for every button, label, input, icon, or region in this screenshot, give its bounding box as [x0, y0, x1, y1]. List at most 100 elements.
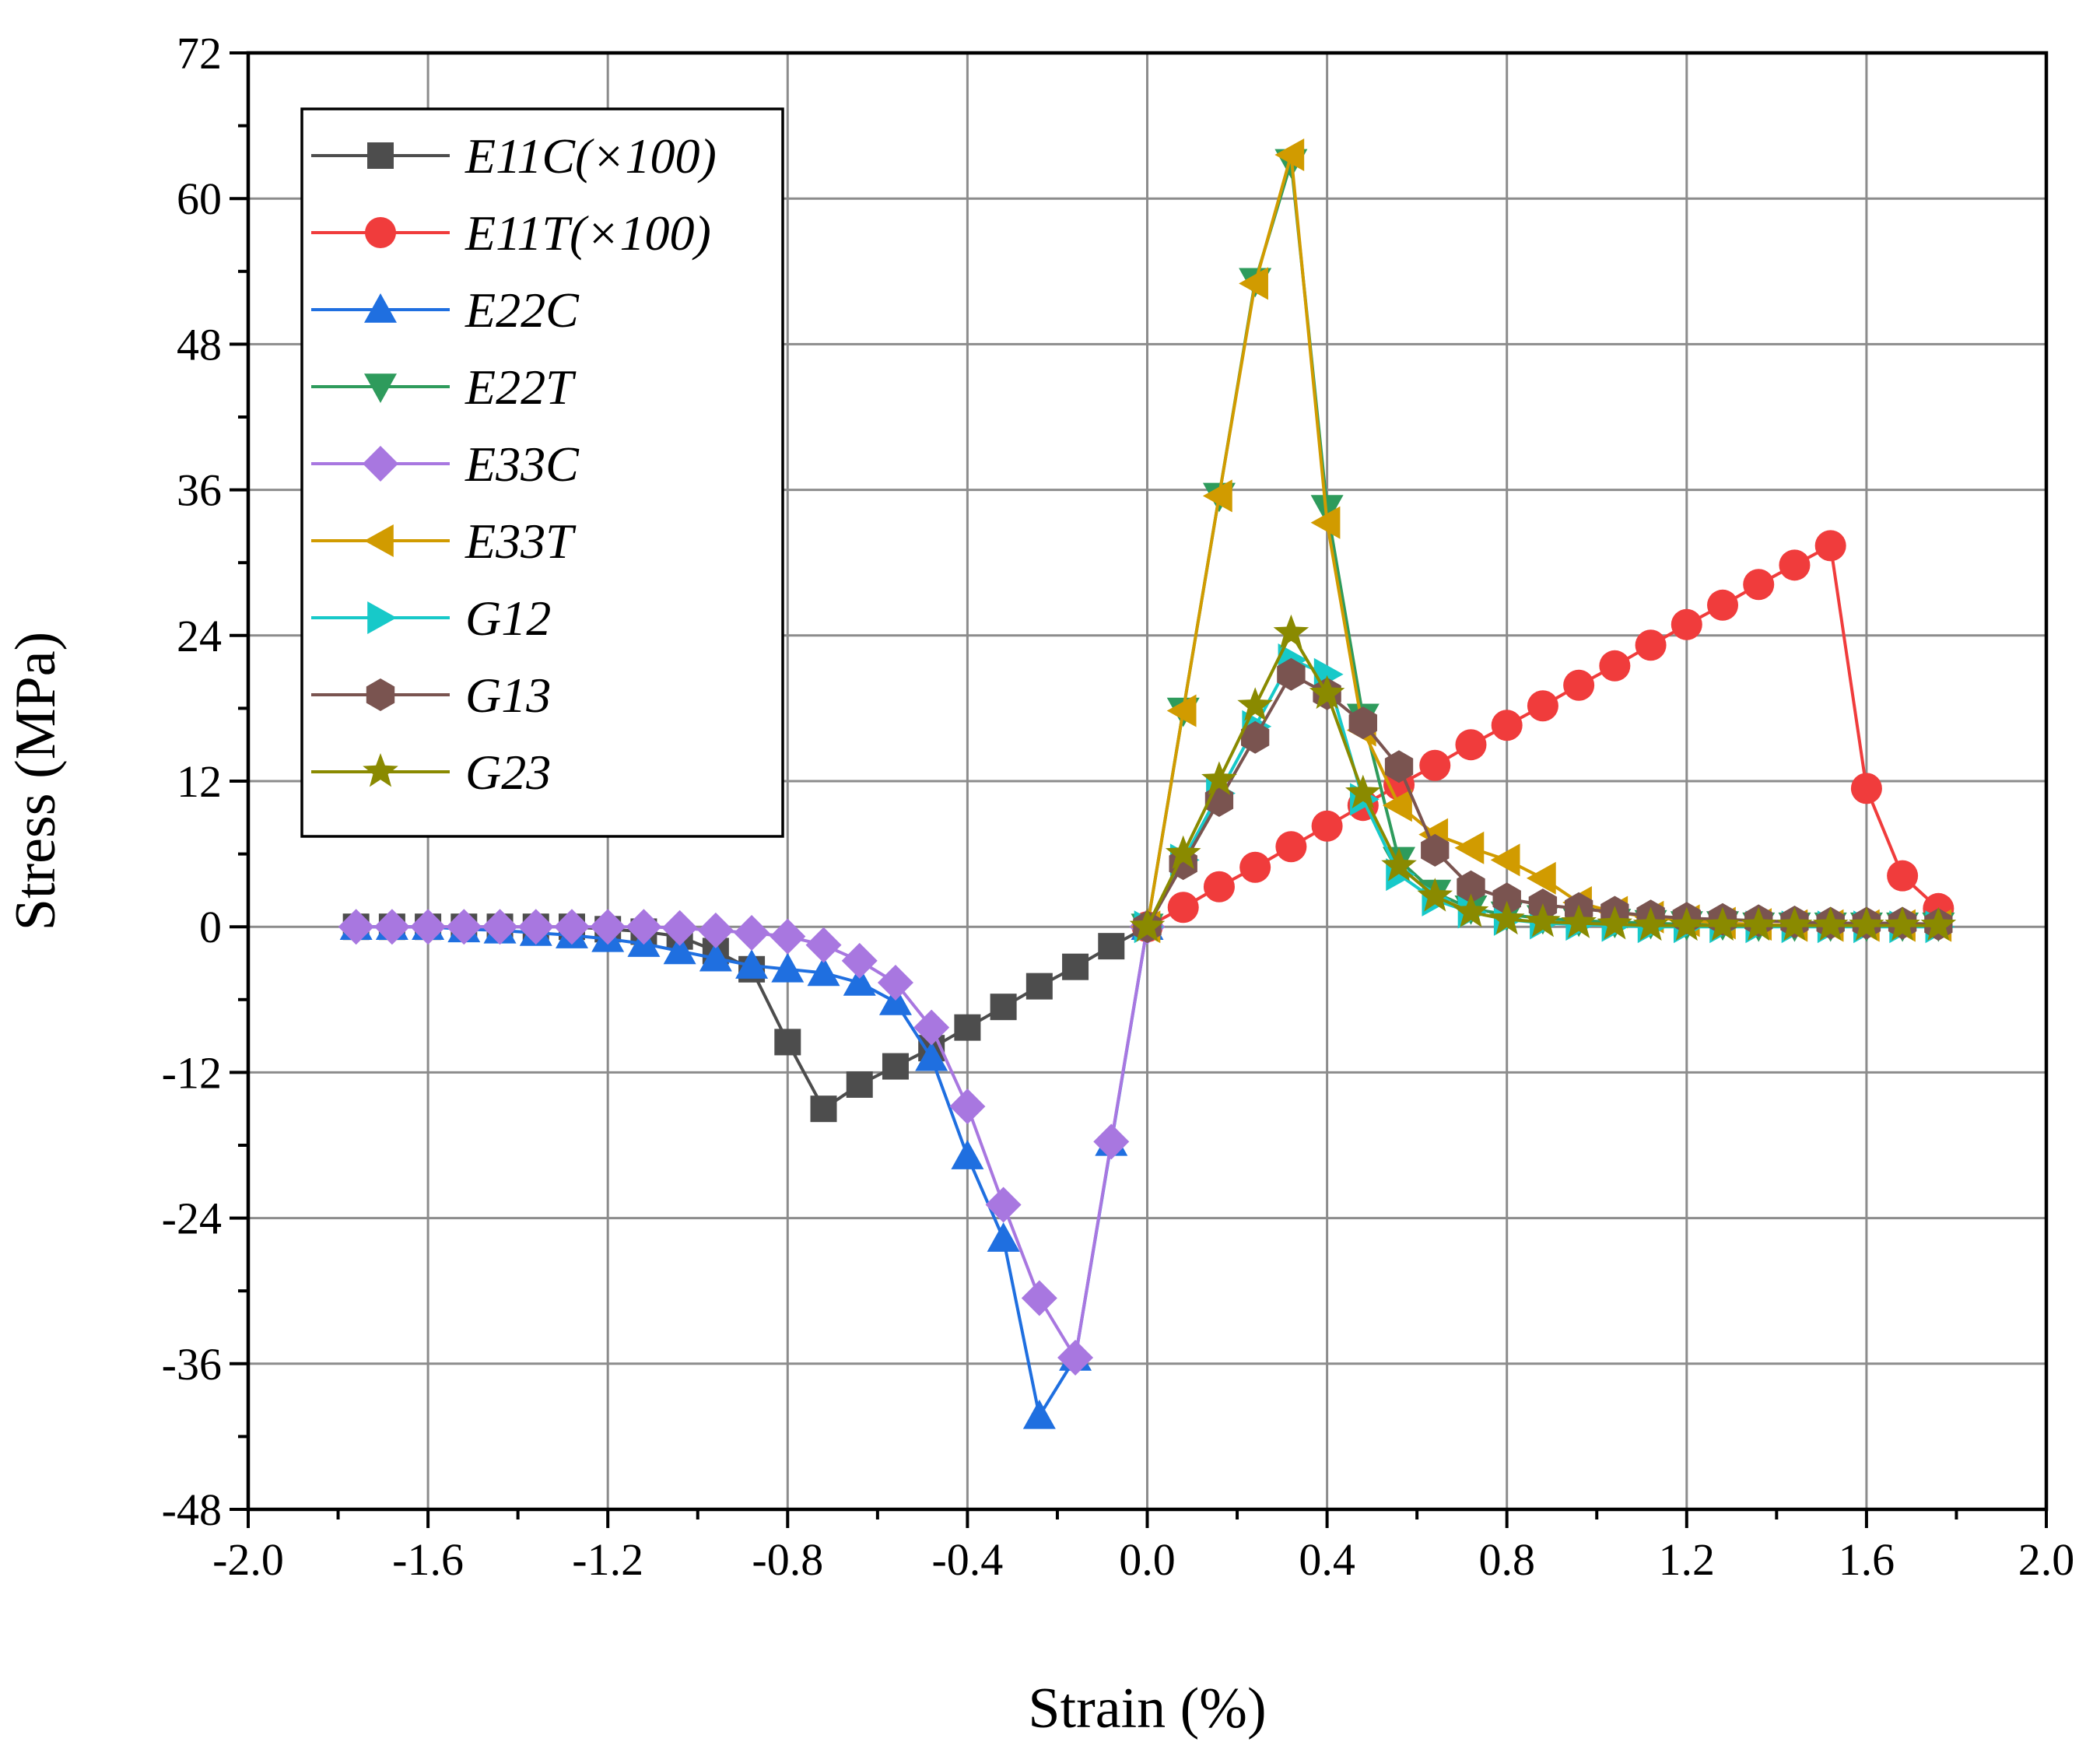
data-point	[1237, 687, 1273, 721]
legend-marker	[363, 446, 398, 482]
legend-marker	[364, 373, 397, 403]
legend: E11C(×100) E11T(×100) E22C E22T E33C E33T G12 G…	[300, 107, 784, 838]
data-point	[843, 966, 876, 996]
x-tick-label: -1.2	[572, 1534, 643, 1585]
legend-label: E11T(×100)	[465, 205, 711, 261]
data-point	[1348, 706, 1377, 740]
data-point	[1022, 1399, 1056, 1429]
y-tick-label: -48	[162, 1484, 222, 1535]
legend-entry: G12	[311, 591, 551, 646]
legend-entry: E33C	[311, 436, 580, 492]
data-point	[1021, 1280, 1057, 1316]
data-point	[735, 949, 769, 979]
data-point	[697, 912, 734, 948]
data-point	[1705, 906, 1741, 941]
data-point	[1273, 614, 1309, 649]
series-layer	[338, 138, 1957, 1429]
y-tick-label: 12	[177, 756, 222, 807]
data-point	[1239, 851, 1271, 883]
x-tick-label: -0.4	[931, 1534, 1003, 1585]
data-point	[1490, 843, 1520, 877]
data-point	[1275, 831, 1307, 863]
x-tick-label: 0.4	[1299, 1534, 1355, 1585]
data-point	[1814, 530, 1846, 562]
data-point	[1457, 870, 1485, 903]
data-point	[1239, 267, 1268, 300]
x-tick-label: 0.8	[1478, 1534, 1535, 1585]
data-point	[1202, 479, 1232, 513]
data-point	[913, 1009, 950, 1046]
y-tick-label: -12	[162, 1047, 222, 1098]
data-point	[482, 909, 518, 945]
y-tick-label: 48	[177, 319, 222, 370]
data-point	[990, 994, 1017, 1021]
data-point	[1561, 904, 1597, 938]
data-point	[915, 1041, 948, 1071]
legend-marker	[366, 678, 395, 711]
data-point	[1454, 831, 1485, 864]
data-point	[1884, 906, 1920, 941]
y-tick-label: 0	[199, 902, 222, 952]
x-axis-tick-labels: -2.0 -1.6 -1.2 -0.8 -0.4 0.0 0.4 0.8 1.2 1.6 2.0	[212, 1534, 2074, 1585]
data-point	[1129, 908, 1166, 942]
data-point	[954, 1014, 981, 1041]
data-point	[1062, 953, 1089, 980]
data-point	[1093, 1123, 1130, 1160]
data-point	[1381, 847, 1417, 882]
y-axis-title: Stress (MPa)	[4, 632, 68, 931]
data-point	[446, 909, 482, 945]
data-point	[807, 956, 840, 987]
x-tick-label: 2.0	[2018, 1534, 2075, 1585]
legend-entry: E22T	[311, 359, 577, 415]
data-point	[1492, 882, 1521, 916]
data-point	[1384, 750, 1414, 783]
y-tick-label: 24	[177, 611, 222, 661]
x-tick-label: 0.0	[1119, 1534, 1176, 1585]
legend-label: E22C	[465, 282, 580, 338]
data-point	[1849, 906, 1884, 941]
legend-marker	[367, 142, 394, 169]
data-point	[699, 941, 732, 972]
legend-label: E22T	[465, 359, 577, 415]
data-point	[1167, 892, 1199, 924]
legend-entry: G13	[311, 668, 551, 723]
data-point	[373, 909, 410, 945]
data-point	[1421, 833, 1450, 867]
data-point	[985, 1186, 1022, 1223]
data-point	[1597, 906, 1633, 940]
data-point	[1887, 860, 1919, 892]
data-point	[1345, 774, 1381, 808]
data-point	[1277, 657, 1306, 691]
series-e11t100	[1131, 530, 1955, 943]
data-point	[1671, 608, 1702, 640]
data-point	[1419, 749, 1451, 781]
data-point	[1491, 710, 1523, 741]
data-point	[1241, 720, 1270, 754]
data-point	[805, 927, 842, 963]
data-point	[1525, 903, 1561, 938]
data-point	[1707, 589, 1739, 621]
data-point	[1776, 906, 1813, 941]
data-point	[877, 964, 913, 1001]
data-point	[1779, 549, 1811, 581]
legend-label: G12	[465, 591, 551, 646]
data-point	[1203, 871, 1235, 903]
x-tick-label: 1.2	[1659, 1534, 1716, 1585]
data-point	[1669, 906, 1705, 941]
data-point	[882, 1053, 909, 1080]
y-axis-tick-labels: 72 60 48 36 24 12 0 -12 -24 -36 -48	[162, 28, 222, 1535]
data-point	[774, 1029, 801, 1056]
data-point	[1310, 506, 1341, 539]
data-point	[1632, 906, 1669, 941]
data-point	[734, 915, 770, 951]
legend-entry: E11T(×100)	[311, 205, 711, 261]
data-point	[1635, 629, 1667, 661]
legend-marker	[364, 293, 397, 323]
data-point	[1309, 675, 1345, 710]
x-tick-label: -1.6	[392, 1534, 464, 1585]
data-point	[951, 1140, 984, 1169]
legend-entry: E11C(×100)	[311, 128, 717, 184]
data-point	[663, 934, 696, 965]
data-point	[410, 909, 447, 945]
